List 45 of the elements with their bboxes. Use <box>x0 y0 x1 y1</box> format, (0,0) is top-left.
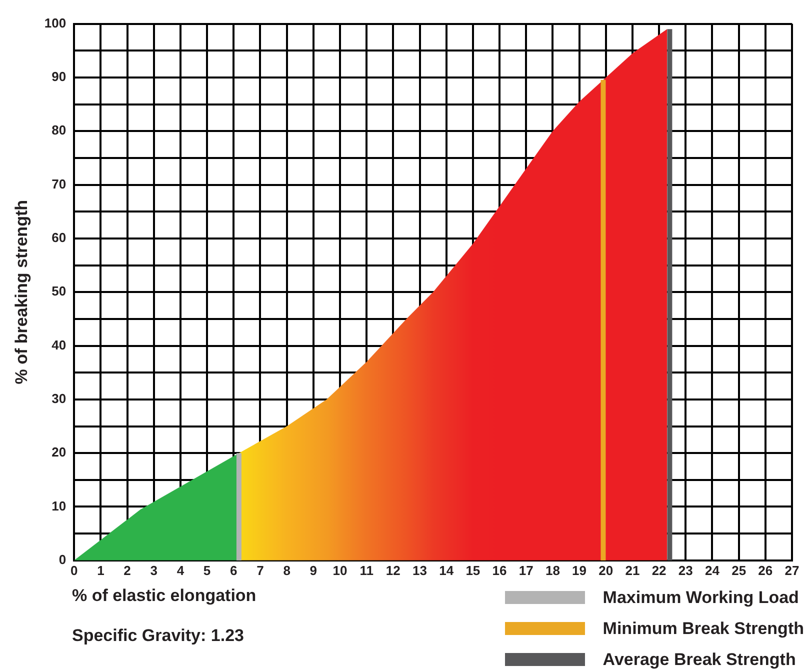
x-tick-label: 23 <box>678 562 693 578</box>
y-tick-label: 80 <box>52 122 66 138</box>
x-tick-label: 8 <box>283 562 290 578</box>
y-tick-label: 50 <box>52 284 66 299</box>
x-tick-label: 3 <box>150 562 158 578</box>
y-tick-label: 40 <box>52 337 66 352</box>
y-tick-label: 100 <box>44 15 66 30</box>
x-tick-label: 11 <box>360 562 374 578</box>
x-tick-label: 19 <box>572 562 587 578</box>
y-tick-label: 30 <box>52 391 66 406</box>
legend-label: Maximum Working Load <box>602 588 799 608</box>
x-axis-title: % of elastic elongation <box>72 586 256 606</box>
x-tick-label: 21 <box>625 562 640 578</box>
y-tick-label: 10 <box>52 498 66 514</box>
legend-label: Average Break Strength <box>602 650 796 670</box>
y-axis-title: % of breaking strength <box>12 200 31 384</box>
y-tick-label: 70 <box>52 176 66 192</box>
x-tick-label: 10 <box>332 562 348 578</box>
x-tick-label: 22 <box>652 562 666 578</box>
x-tick-label: 9 <box>310 562 318 578</box>
x-tick-label: 2 <box>124 562 131 578</box>
y-tick-label: 20 <box>52 444 66 460</box>
x-tick-label: 6 <box>230 562 238 578</box>
x-tick-label: 0 <box>70 562 78 578</box>
x-tick-label: 13 <box>412 562 427 578</box>
x-tick-label: 18 <box>545 562 560 578</box>
x-tick-label: 7 <box>256 562 264 578</box>
x-tick-label: 24 <box>705 562 720 578</box>
x-tick-label: 14 <box>439 562 454 578</box>
legend-label: Minimum Break Strength <box>602 618 804 638</box>
x-tick-label: 25 <box>732 562 746 578</box>
x-tick-label: 4 <box>176 562 185 578</box>
y-tick-label: 90 <box>52 69 66 84</box>
x-tick-label: 15 <box>466 562 480 578</box>
x-tick-label: 26 <box>758 562 773 578</box>
y-tick-label: 60 <box>52 230 66 246</box>
x-tick-label: 1 <box>97 562 104 578</box>
x-tick-label: 17 <box>518 562 534 578</box>
y-tick-label: 0 <box>58 552 66 567</box>
x-tick-label: 5 <box>203 562 211 578</box>
x-tick-label: 16 <box>492 562 507 578</box>
x-tick-label: 12 <box>386 562 400 578</box>
text: Specific Gravity: 1.23 <box>72 626 245 646</box>
x-tick-label: 27 <box>784 562 800 578</box>
x-tick-label: 20 <box>598 562 614 578</box>
